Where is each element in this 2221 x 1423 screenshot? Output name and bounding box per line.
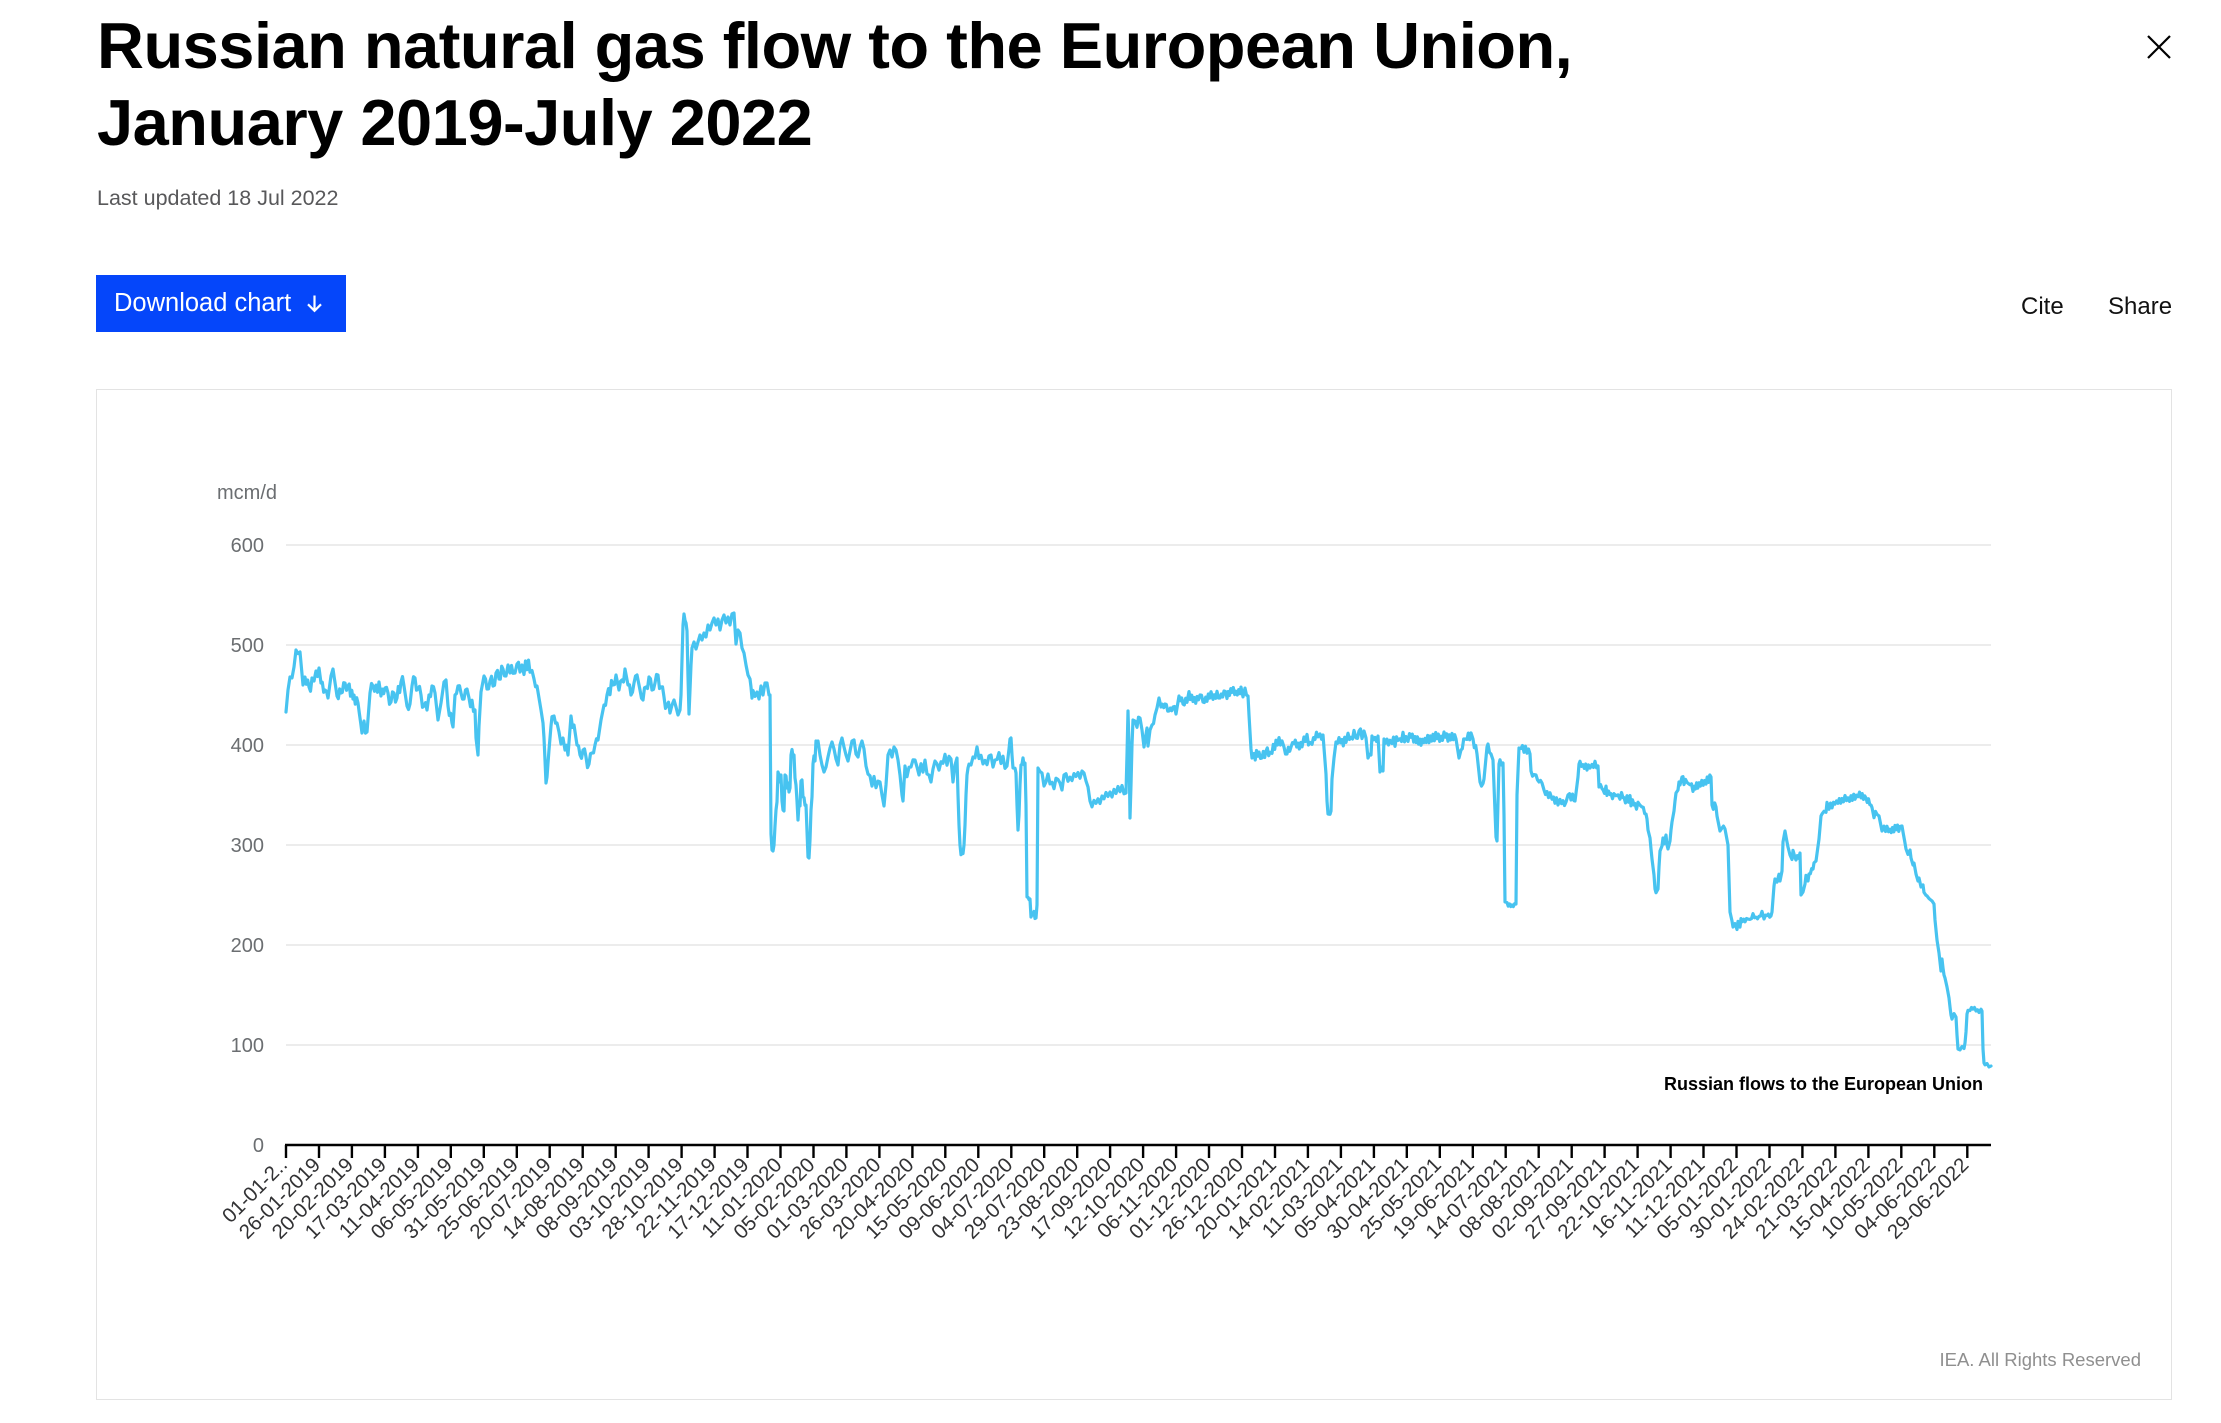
- svg-text:0: 0: [253, 1135, 264, 1157]
- svg-text:400: 400: [231, 735, 264, 757]
- svg-text:IEA. All Rights Reserved: IEA. All Rights Reserved: [1939, 1349, 2141, 1370]
- svg-text:200: 200: [231, 935, 264, 957]
- svg-text:100: 100: [231, 1035, 264, 1057]
- svg-text:300: 300: [231, 835, 264, 857]
- svg-text:mcm/d: mcm/d: [217, 482, 277, 504]
- svg-text:600: 600: [231, 535, 264, 557]
- svg-text:500: 500: [231, 635, 264, 657]
- svg-text:Russian flows to the European: Russian flows to the European Union: [1664, 1074, 1983, 1094]
